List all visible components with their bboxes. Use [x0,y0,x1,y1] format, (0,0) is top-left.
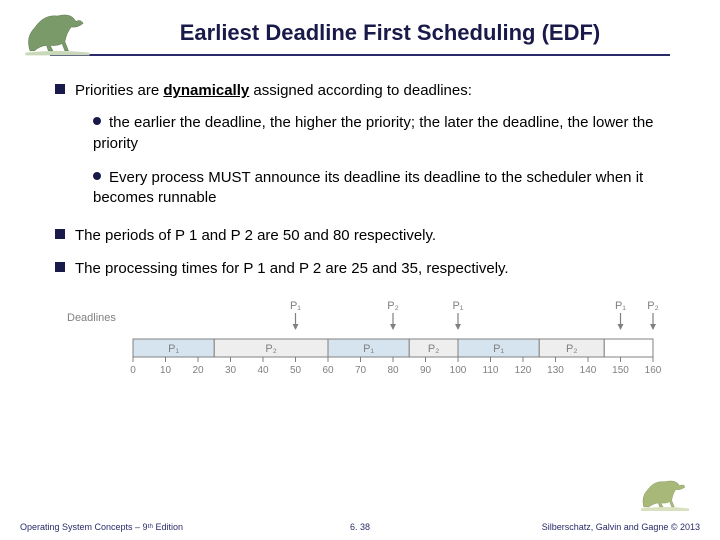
dinosaur-logo-top [20,5,95,60]
footer: Operating System Concepts – 9ᵗʰ Edition … [0,522,720,532]
svg-text:150: 150 [612,365,629,376]
timeline-svg: Deadlines P₁ P₂ P₁ P₁ P₂ P₁ P₂ P₁ P₂ P₁ P₂ 0 10 20 30 40… [65,297,665,392]
svg-text:Deadlines: Deadlines [67,312,116,324]
svg-text:P₂: P₂ [387,300,399,312]
bullet-priorities: Priorities are dynamically assigned acco… [55,81,675,101]
svg-text:110: 110 [483,365,499,376]
svg-text:P₂: P₂ [647,300,659,312]
svg-text:P₁: P₁ [452,300,463,312]
svg-text:20: 20 [192,365,204,376]
svg-text:70: 70 [355,365,367,376]
svg-text:100: 100 [450,365,467,376]
svg-text:140: 140 [580,365,597,376]
footer-center: 6. 38 [350,522,370,532]
round-bullet-icon [93,117,101,125]
footer-right: Silberschatz, Galvin and Gagne © 2013 [542,522,700,532]
svg-text:130: 130 [547,365,564,376]
svg-text:P₂: P₂ [566,343,578,355]
svg-text:10: 10 [160,365,172,376]
title-divider [50,54,670,56]
svg-text:P₁: P₁ [493,343,504,355]
svg-text:60: 60 [322,365,334,376]
svg-text:80: 80 [387,365,399,376]
svg-text:90: 90 [420,365,432,376]
square-bullet-icon [55,229,65,239]
svg-text:0: 0 [130,365,136,376]
subbullet-announce: Every process MUST announce its deadline… [93,168,675,209]
subbullet-earlier: the earlier the deadline, the higher the… [93,113,675,154]
svg-text:P₁: P₁ [363,343,374,355]
square-bullet-icon [55,84,65,94]
footer-left: Operating System Concepts – 9ᵗʰ Edition [20,522,183,532]
square-bullet-icon [55,262,65,272]
svg-text:P₂: P₂ [428,343,440,355]
round-bullet-icon [93,172,101,180]
svg-text:P₁: P₁ [290,300,301,312]
svg-text:P₁: P₁ [168,343,179,355]
svg-text:P₂: P₂ [265,343,277,355]
svg-text:30: 30 [225,365,237,376]
edf-timeline-chart: Deadlines P₁ P₂ P₁ P₁ P₂ P₁ P₂ P₁ P₂ P₁ P₂ 0 10 20 30 40… [55,297,675,392]
svg-text:50: 50 [290,365,302,376]
dinosaur-logo-bottom [635,475,695,515]
svg-text:120: 120 [515,365,532,376]
svg-text:160: 160 [645,365,662,376]
svg-text:P₁: P₁ [615,300,626,312]
bullet-periods: The periods of P 1 and P 2 are 50 and 80… [55,226,675,246]
bullet-processing: The processing times for P 1 and P 2 are… [55,259,675,279]
slide-title: Earliest Deadline First Scheduling (EDF) [30,10,690,54]
content-area: Priorities are dynamically assigned acco… [0,56,720,392]
svg-text:40: 40 [257,365,269,376]
